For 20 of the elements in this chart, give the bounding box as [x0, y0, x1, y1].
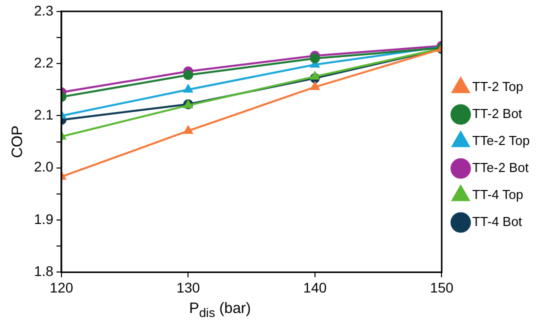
point — [310, 72, 320, 80]
y-axis-title: COP — [9, 126, 26, 158]
legend-label: TT-2 Bot — [472, 106, 522, 122]
y-tick-label: 2.3 — [34, 2, 54, 18]
y-tick-label: 2.1 — [34, 106, 54, 123]
x-tick-label: 120 — [50, 279, 74, 296]
x-tick-label: 150 — [430, 279, 454, 296]
x-tick-label: 130 — [176, 279, 200, 296]
legend-label: TTe-2 Bot — [472, 160, 529, 176]
y-tick-label: 1.9 — [34, 210, 54, 227]
legend-label: TT-2 Top — [472, 79, 524, 94]
legend-label: TT-4 Bot — [472, 214, 522, 230]
x-axis-title: P$_{dis}$ (bar) — [188, 300, 252, 320]
legend-label: TTe-2 Top — [472, 133, 530, 148]
y-tick-label: 1.8 — [34, 263, 54, 280]
x-tick-label: 140 — [303, 279, 327, 296]
y-tick-label: 2.2 — [34, 54, 54, 70]
y-tick-label: 2.0 — [34, 158, 54, 175]
point — [184, 84, 193, 93]
legend-label: TT-4 Top — [472, 187, 524, 202]
